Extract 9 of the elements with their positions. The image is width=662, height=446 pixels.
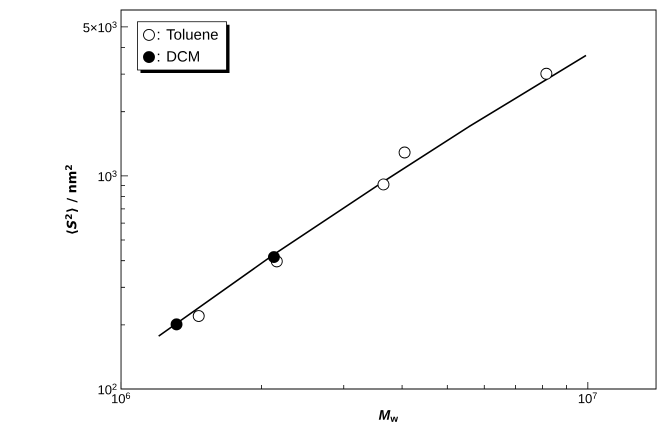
x-axis-title: M$_{w}$ xyxy=(378,410,398,422)
x-tick-label: 10$^{6}$ xyxy=(112,392,130,404)
legend-label: : DCM xyxy=(158,51,199,62)
y-tick-label: 5×10$^{3}$ xyxy=(83,21,117,32)
x-tick-label: 10$^{7}$ xyxy=(578,392,597,404)
y-tick-label: 10$^{3}$ xyxy=(98,170,117,182)
y-axis-title: ⟨S$^{2}$⟩ / nm$^{2}$ xyxy=(65,165,78,234)
y-tick-label: 10$^{2}$ xyxy=(98,384,117,394)
legend-label: : Toluene xyxy=(158,28,218,40)
